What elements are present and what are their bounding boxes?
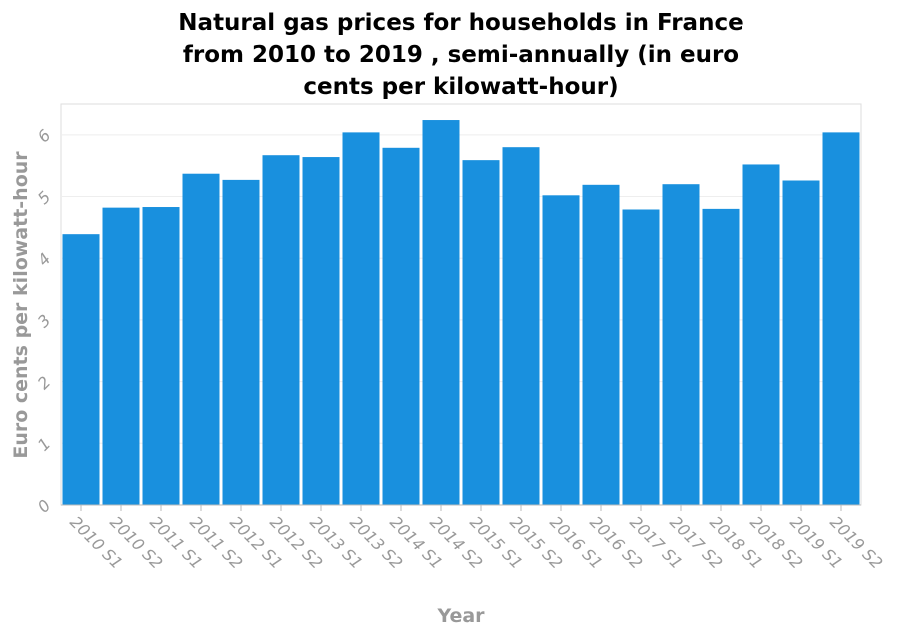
bar	[102, 207, 140, 506]
bars	[62, 120, 860, 506]
chart-title: Natural gas prices for households in Fra…	[178, 10, 743, 100]
bar	[622, 209, 660, 506]
bar	[142, 207, 180, 505]
chart-title-line: cents per kilowatt-hour)	[303, 74, 618, 100]
bar	[302, 157, 340, 505]
y-tick-label: 6	[34, 126, 55, 147]
bar	[182, 173, 220, 505]
chart-title-line: from 2010 to 2019 , semi-annually (in eu…	[183, 42, 739, 68]
bar	[262, 155, 300, 505]
bar	[502, 147, 540, 505]
bar	[662, 184, 700, 505]
y-tick-label: 3	[34, 311, 55, 332]
bar	[462, 160, 500, 505]
bar	[62, 234, 100, 505]
y-axis-ticks: 0 1 2 3 4 5 6	[34, 126, 55, 517]
bar	[542, 195, 580, 505]
y-tick-label: 0	[34, 496, 55, 517]
x-axis-label: Year	[436, 605, 485, 627]
chart-title-line: Natural gas prices for households in Fra…	[178, 10, 743, 36]
y-tick-label: 4	[34, 249, 55, 270]
y-tick-label: 2	[34, 372, 55, 393]
bar	[222, 179, 260, 506]
bar	[342, 132, 380, 505]
y-tick-label: 1	[34, 434, 55, 455]
bar	[782, 180, 820, 505]
bar	[702, 208, 740, 505]
plot-area	[60, 103, 862, 506]
y-tick-label: 5	[34, 187, 55, 208]
bar	[742, 164, 780, 505]
bar	[422, 120, 460, 505]
bar	[382, 147, 420, 505]
bar	[582, 184, 620, 505]
bar	[822, 132, 860, 505]
y-axis-label: Euro cents per kilowatt-hour	[10, 151, 32, 459]
